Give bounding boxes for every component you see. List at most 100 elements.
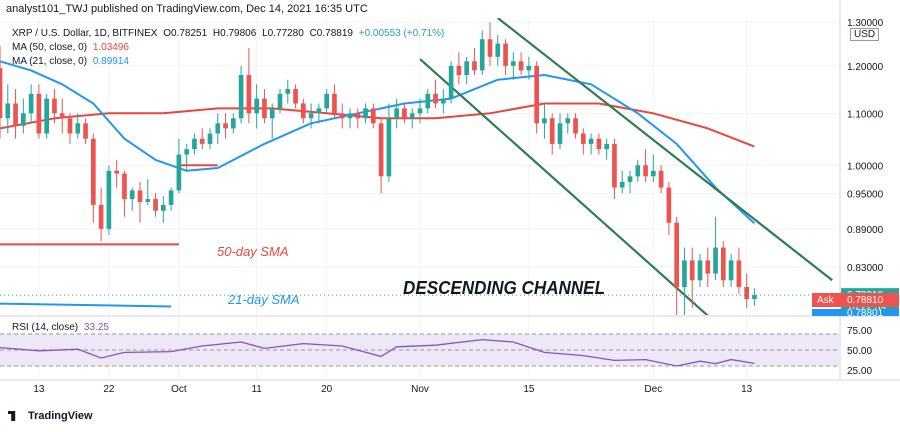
candle-body	[417, 108, 423, 114]
rsi-legend[interactable]: RSI (14, close) 33.25	[12, 322, 109, 333]
time-tick-label: 15	[523, 384, 535, 395]
candle-up	[363, 103, 368, 124]
candle-body	[215, 123, 221, 134]
candle-up	[409, 108, 415, 129]
candle-body	[619, 181, 625, 188]
candle-body	[627, 176, 633, 182]
candle-down	[487, 22, 493, 66]
ma50-legend[interactable]: MA (50, close, 0) 1.03496	[12, 42, 129, 53]
candle-up	[5, 84, 11, 134]
candle-body	[36, 93, 42, 134]
candle-body	[487, 39, 493, 57]
candle-body	[122, 173, 127, 200]
candle-up	[627, 170, 633, 194]
high-value: H0.79806	[212, 28, 257, 39]
annotation-50-day-sma: 50-day SMA	[217, 244, 289, 259]
candle-down	[293, 84, 298, 109]
price-series	[0, 18, 833, 315]
candle-body	[503, 43, 508, 66]
candle-up	[347, 108, 353, 129]
candle-down	[332, 84, 337, 119]
candle-body	[176, 154, 182, 191]
price-tick-label: 1.30000	[847, 18, 884, 29]
candle-body	[83, 123, 88, 139]
low-value: L0.77280	[262, 28, 304, 39]
candle-down	[643, 149, 648, 182]
candle-body	[557, 123, 563, 144]
candle-body	[464, 61, 469, 76]
candle-down	[52, 89, 57, 124]
candle-body	[316, 108, 322, 114]
candle-down	[433, 79, 438, 109]
candle-body	[277, 93, 283, 109]
bid-value: 0.78801	[847, 308, 884, 319]
candle-down	[13, 89, 18, 139]
channel-line	[497, 18, 833, 282]
price-tick-label: 0.89000	[847, 225, 884, 236]
publish-attribution: analyst101_TWJ published on TradingView.…	[6, 3, 368, 15]
candle-body	[347, 113, 353, 119]
candle-up	[184, 143, 189, 171]
candle-body	[744, 287, 749, 300]
candle-body	[363, 108, 368, 119]
candle-body	[44, 98, 49, 134]
rsi-tick-label: 75.00	[847, 326, 872, 337]
candle-down	[534, 61, 539, 134]
candle-down	[0, 45, 3, 139]
candle-body	[153, 199, 158, 211]
candle-up	[75, 113, 81, 139]
candle-body	[752, 295, 757, 300]
candle-body	[161, 204, 166, 211]
candle-body	[332, 93, 337, 114]
candle-up	[106, 165, 112, 236]
currency-selector[interactable]: USD	[850, 28, 880, 41]
tradingview-logo[interactable]: TradingView	[8, 410, 93, 422]
candle-up	[557, 113, 563, 150]
candle-down	[721, 241, 726, 288]
candle-up	[441, 89, 446, 114]
candle-up	[254, 84, 259, 129]
ohlc-legend: XRP / U.S. Dollar, 1D, BITFINEX O0.78251…	[12, 28, 444, 39]
candle-body	[549, 118, 555, 144]
candle-body	[145, 199, 151, 202]
candle-body	[269, 108, 275, 119]
candle-down	[612, 138, 617, 200]
candle-down	[199, 128, 205, 150]
candle-body	[59, 113, 65, 119]
candle-body	[371, 108, 376, 124]
candle-up	[526, 56, 532, 80]
candle-body	[285, 89, 291, 94]
candle-body	[542, 118, 547, 124]
candle-body	[689, 260, 695, 281]
candle-up	[324, 89, 329, 114]
candle-body	[91, 138, 96, 205]
candle-body	[588, 138, 594, 144]
candle-down	[98, 187, 104, 242]
candle-up	[588, 133, 594, 155]
candle-down	[83, 118, 88, 144]
candle-up	[269, 103, 275, 139]
candle-body	[75, 123, 81, 134]
price-tick-label: 1.20000	[847, 62, 884, 73]
candle-down	[262, 89, 267, 124]
candle-down	[518, 52, 524, 76]
candle-up	[316, 103, 322, 124]
candle-body	[262, 98, 267, 119]
candle-down	[596, 133, 602, 155]
candle-down	[402, 103, 407, 124]
candle-body	[511, 61, 516, 66]
price-tick-label: 1.00000	[847, 161, 884, 172]
time-tick-label: Dec	[644, 384, 662, 395]
candle-down	[689, 247, 695, 308]
candle-up	[277, 89, 283, 114]
candle-body	[67, 118, 73, 134]
candle-body	[137, 190, 143, 202]
candle-body	[736, 260, 742, 288]
candle-body	[13, 103, 18, 126]
candle-up	[386, 103, 392, 182]
ma21-legend[interactable]: MA (21, close, 0) 0.89914	[12, 56, 129, 67]
candle-body	[355, 113, 361, 119]
time-tick-label: 11	[251, 384, 262, 395]
candle-down	[674, 216, 679, 315]
candle-body	[5, 103, 11, 119]
